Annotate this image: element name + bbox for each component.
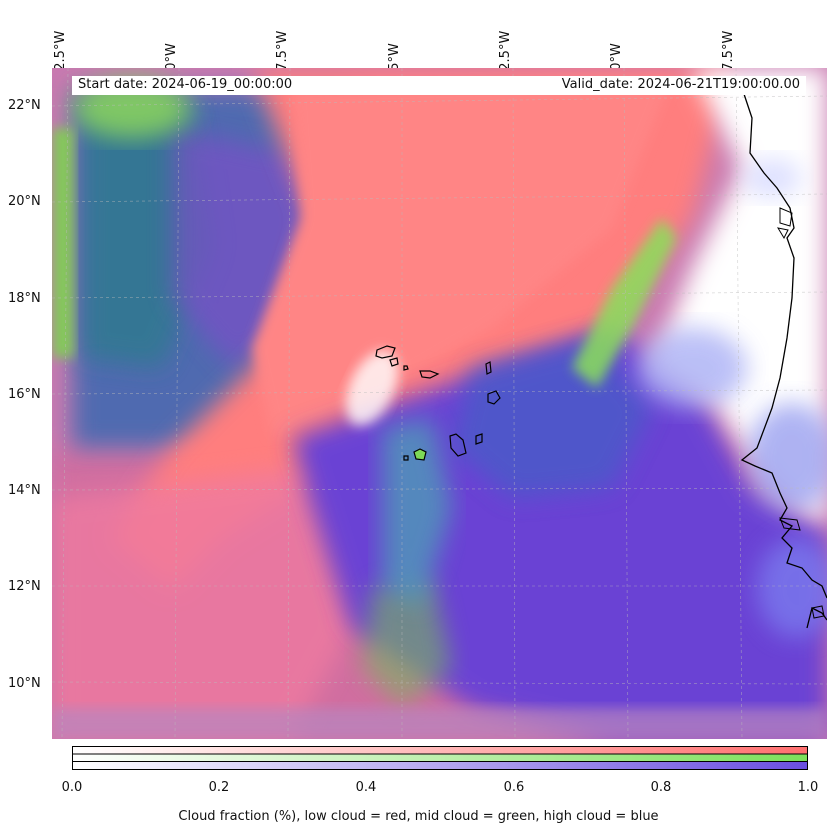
graticule xyxy=(52,68,827,739)
colorbar-tick-4: 0.8 xyxy=(650,780,672,795)
lat-label-12n: 12°N xyxy=(8,579,41,594)
lat-label-16n: 16°N xyxy=(8,387,41,402)
colorbar-tick-3: 0.6 xyxy=(503,780,525,795)
mid-cloud-strip xyxy=(52,128,74,358)
colorbar-tick-5: 1.0 xyxy=(797,780,819,795)
colorbar-tick-0: 0.0 xyxy=(61,780,83,795)
cloud-fraction-map[interactable] xyxy=(52,68,827,739)
colorbar-label: Cloud fraction (%), low cloud = red, mid… xyxy=(178,809,659,824)
colorbar-mid-cloud xyxy=(72,753,808,762)
valid-date-label: Valid_date: 2024-06-21T19:00:00.00 xyxy=(561,77,800,92)
colorbar-tick-1: 0.2 xyxy=(208,780,230,795)
cape-verde-islands xyxy=(375,345,501,461)
lat-label-18n: 18°N xyxy=(8,291,41,306)
africa-coastline xyxy=(740,87,827,629)
date-header: Start date: 2024-06-19_00:00:00 Valid_da… xyxy=(72,76,806,95)
colorbar-low-cloud xyxy=(72,746,808,755)
lat-label-20n: 20°N xyxy=(8,194,41,209)
colorbar-tick-2: 0.4 xyxy=(355,780,377,795)
lat-label-14n: 14°N xyxy=(8,483,41,498)
colorbar-high-cloud xyxy=(72,761,808,770)
lat-label-10n: 10°N xyxy=(8,676,41,691)
cloud-fraction-colorbar xyxy=(72,746,808,770)
start-date-label: Start date: 2024-06-19_00:00:00 xyxy=(78,77,293,92)
map-svg xyxy=(52,68,827,739)
lat-label-22n: 22°N xyxy=(8,98,41,113)
